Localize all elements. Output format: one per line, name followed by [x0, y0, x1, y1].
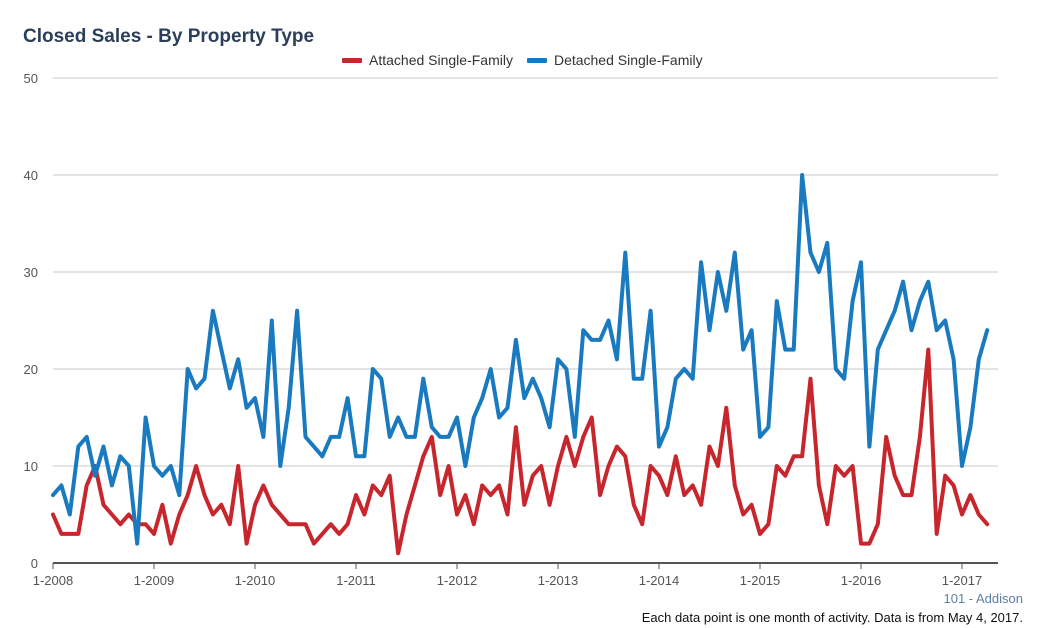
x-tick-label-1-2015: 1-2015 — [740, 573, 780, 588]
y-tick-label-40: 40 — [24, 168, 38, 183]
y-tick-label-0: 0 — [31, 556, 38, 571]
x-tick-label-1-2014: 1-2014 — [639, 573, 679, 588]
series-line-attached-single-family — [51, 347, 990, 556]
x-tick-label-1-2008: 1-2008 — [33, 573, 73, 588]
legend-label-detached: Detached Single-Family — [553, 52, 703, 68]
y-tick-label-30: 30 — [24, 265, 38, 280]
footnote: Each data point is one month of activity… — [641, 610, 1023, 625]
legend-swatch-attached — [342, 57, 362, 63]
chart-title: Closed Sales - By Property Type — [23, 26, 315, 47]
x-tick-label-1-2013: 1-2013 — [538, 573, 578, 588]
x-tick-label-1-2009: 1-2009 — [134, 573, 174, 588]
x-tick-label-1-2016: 1-2016 — [841, 573, 881, 588]
y-tick-label-10: 10 — [24, 459, 38, 474]
legend-item-detached[interactable]: Detached Single-Family — [526, 52, 703, 68]
series-line-detached-single-family — [51, 173, 990, 546]
legend-swatch-detached — [526, 57, 547, 63]
legend-label-attached: Attached Single-Family — [369, 52, 513, 68]
source-label: 101 - Addison — [943, 591, 1023, 606]
x-tick-label-1-2010: 1-2010 — [235, 573, 275, 588]
y-tick-label-20: 20 — [24, 362, 38, 377]
x-tick-label-1-2011: 1-2011 — [336, 573, 376, 588]
chart-legend: Attached Single-Family Detached Single-F… — [342, 52, 703, 68]
x-tick-label-1-2017: 1-2017 — [942, 573, 982, 588]
y-tick-label-50: 50 — [24, 71, 38, 86]
legend-item-attached[interactable]: Attached Single-Family — [342, 52, 513, 68]
x-tick-label-1-2012: 1-2012 — [437, 573, 477, 588]
